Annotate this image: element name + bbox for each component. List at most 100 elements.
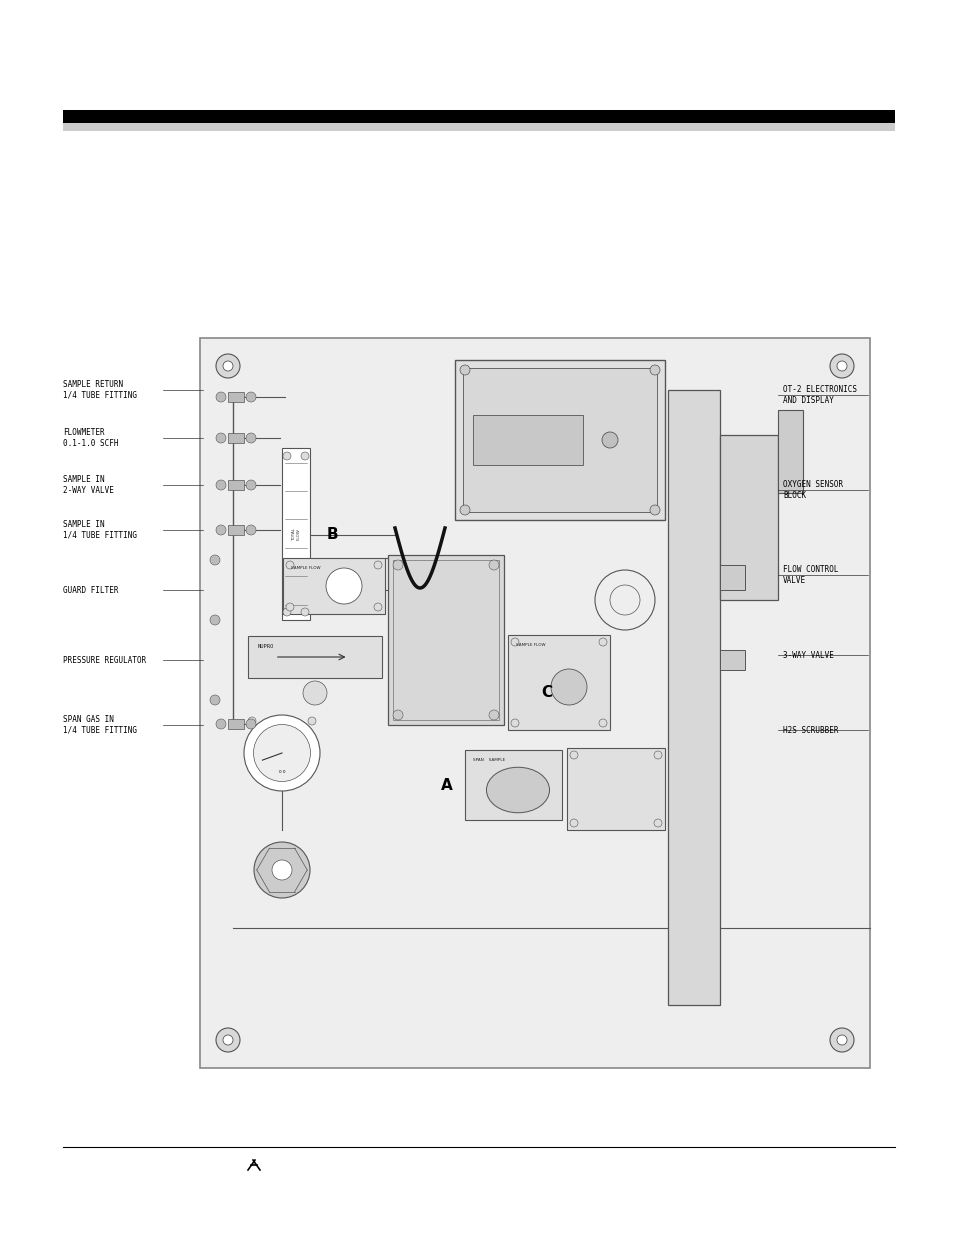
Bar [462, 368, 657, 513]
Text: GUARD FILTER: GUARD FILTER [63, 585, 118, 594]
Circle shape [459, 366, 470, 375]
Bar [720, 650, 744, 671]
Bar [228, 525, 244, 535]
Circle shape [215, 433, 226, 443]
Circle shape [246, 480, 255, 490]
Circle shape [283, 608, 291, 616]
Bar [388, 555, 503, 725]
Circle shape [489, 710, 498, 720]
Circle shape [598, 719, 606, 727]
Circle shape [210, 695, 220, 705]
Bar [200, 338, 869, 1068]
Circle shape [393, 559, 402, 571]
Circle shape [223, 361, 233, 370]
Circle shape [286, 561, 294, 569]
Circle shape [215, 391, 226, 403]
Circle shape [303, 680, 327, 705]
Text: NUPRO: NUPRO [257, 643, 274, 650]
Bar [473, 415, 582, 466]
Text: H2S SCRUBBER: H2S SCRUBBER [782, 725, 838, 735]
Bar [63, 124, 894, 131]
Bar [248, 636, 381, 678]
Text: PRESSURE REGULATOR: PRESSURE REGULATOR [63, 656, 146, 664]
Text: SAMPLE FLOW: SAMPLE FLOW [291, 566, 320, 571]
Text: 0 0: 0 0 [278, 769, 285, 774]
Bar [228, 480, 244, 490]
Text: A: A [440, 778, 453, 793]
Circle shape [210, 615, 220, 625]
Bar [720, 564, 744, 590]
Circle shape [654, 819, 661, 827]
Bar [778, 410, 802, 493]
Bar [667, 390, 720, 1005]
Text: OXYGEN SENSOR
BLOCK: OXYGEN SENSOR BLOCK [782, 480, 842, 500]
Text: SAMPLE FLOW: SAMPLE FLOW [516, 643, 545, 647]
Ellipse shape [486, 767, 549, 813]
Bar [464, 750, 561, 820]
Bar [282, 448, 310, 620]
Circle shape [210, 555, 220, 564]
Circle shape [215, 525, 226, 535]
Circle shape [393, 710, 402, 720]
Circle shape [649, 505, 659, 515]
Circle shape [511, 719, 518, 727]
Text: TOTAL
FLOW: TOTAL FLOW [292, 527, 300, 541]
Circle shape [248, 718, 255, 725]
Text: SAMPLE RETURN
1/4 TUBE FITTING: SAMPLE RETURN 1/4 TUBE FITTING [63, 380, 137, 400]
Circle shape [374, 561, 381, 569]
Circle shape [511, 638, 518, 646]
Circle shape [244, 715, 319, 790]
Circle shape [215, 1028, 240, 1052]
Circle shape [253, 725, 310, 782]
Bar [566, 748, 664, 830]
Circle shape [301, 452, 309, 459]
Circle shape [246, 433, 255, 443]
Circle shape [272, 860, 292, 881]
Circle shape [569, 751, 578, 760]
Circle shape [308, 718, 315, 725]
Circle shape [246, 719, 255, 729]
Circle shape [286, 603, 294, 611]
Circle shape [301, 608, 309, 616]
Circle shape [829, 354, 853, 378]
Circle shape [223, 1035, 233, 1045]
Text: B: B [326, 526, 337, 541]
Circle shape [253, 842, 310, 898]
Bar [455, 359, 664, 520]
Circle shape [489, 559, 498, 571]
Bar [228, 391, 244, 403]
Text: SAMPLE IN
2-WAY VALVE: SAMPLE IN 2-WAY VALVE [63, 475, 113, 495]
Text: SPAN GAS IN
1/4 TUBE FITTING: SPAN GAS IN 1/4 TUBE FITTING [63, 715, 137, 735]
Circle shape [598, 638, 606, 646]
Circle shape [326, 568, 361, 604]
Text: SPAN    SAMPLE: SPAN SAMPLE [473, 758, 505, 762]
Text: OT-2 ELECTRONICS
AND DISPLAY: OT-2 ELECTRONICS AND DISPLAY [782, 385, 856, 405]
Circle shape [601, 432, 618, 448]
Bar [507, 635, 609, 730]
Circle shape [829, 1028, 853, 1052]
Circle shape [374, 603, 381, 611]
Circle shape [246, 525, 255, 535]
Circle shape [283, 452, 291, 459]
Circle shape [215, 354, 240, 378]
Text: C: C [541, 684, 552, 699]
Circle shape [649, 366, 659, 375]
Text: SAMPLE IN
1/4 TUBE FITTING: SAMPLE IN 1/4 TUBE FITTING [63, 520, 137, 540]
Circle shape [654, 751, 661, 760]
Bar [393, 559, 498, 720]
Circle shape [215, 480, 226, 490]
Circle shape [836, 361, 846, 370]
Circle shape [551, 669, 586, 705]
Bar [228, 433, 244, 443]
Circle shape [569, 819, 578, 827]
Text: FLOW CONTROL
VALVE: FLOW CONTROL VALVE [782, 566, 838, 584]
Circle shape [215, 719, 226, 729]
Circle shape [459, 505, 470, 515]
Circle shape [836, 1035, 846, 1045]
Bar [720, 435, 778, 600]
Text: FLOWMETER
0.1-1.0 SCFH: FLOWMETER 0.1-1.0 SCFH [63, 429, 118, 448]
Circle shape [246, 391, 255, 403]
Bar [63, 110, 894, 124]
Bar [228, 719, 244, 729]
Text: 3-WAY VALVE: 3-WAY VALVE [782, 651, 833, 659]
